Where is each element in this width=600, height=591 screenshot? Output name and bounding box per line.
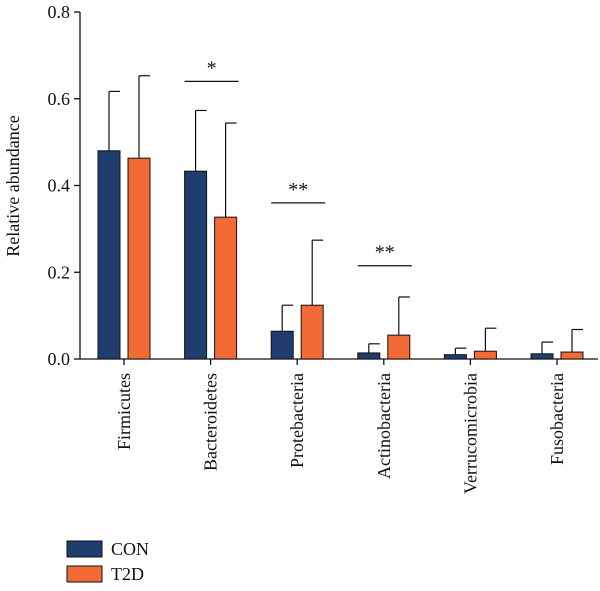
bar-t2d	[560, 351, 584, 360]
y-tick-label: 0.6	[48, 89, 71, 109]
bar-con	[443, 354, 467, 360]
y-tick-label: 0.2	[48, 262, 71, 282]
significance-label: *	[207, 57, 217, 79]
bar-t2d	[214, 216, 238, 360]
legend-swatch-con	[66, 540, 103, 558]
y-tick-label: 0.4	[48, 176, 71, 196]
bar-con	[97, 150, 121, 360]
bar-con	[270, 330, 294, 360]
x-tick-label: Protebacteria	[287, 373, 307, 468]
x-axis: Firmicutes Bacteroidetes Protebacteria Acti…	[80, 358, 598, 494]
bar-t2d	[387, 334, 411, 360]
y-tick-label: 0.8	[48, 2, 71, 22]
significance-label: **	[288, 179, 308, 201]
legend-swatch-t2d	[66, 565, 103, 583]
significance-label: **	[375, 242, 395, 264]
bar-t2d	[473, 350, 497, 360]
legend-label-t2d: T2D	[111, 564, 144, 584]
bar-t2d	[127, 157, 151, 360]
bar-con	[184, 170, 208, 360]
x-tick-label: Actinobacteria	[374, 373, 394, 479]
significance-annotations: *****	[184, 57, 412, 267]
x-tick-label: Verrucomicrobia	[460, 373, 480, 494]
x-tick-label: Firmicutes	[114, 373, 134, 450]
y-tick-label: 0.0	[48, 349, 71, 369]
bar-con	[530, 353, 554, 360]
legend: CON T2D	[66, 539, 149, 584]
x-tick-label: Fusobacteria	[547, 373, 567, 465]
legend-label-con: CON	[111, 539, 149, 559]
x-tick-label: Bacteroidetes	[201, 373, 221, 471]
bar-con	[357, 352, 381, 360]
bar-series	[97, 150, 584, 360]
y-axis-label: Relative abundance	[3, 115, 23, 256]
bar-t2d	[300, 304, 324, 360]
y-axis: 0.0 0.2 0.4 0.6 0.8	[48, 2, 81, 369]
error-bars	[108, 75, 583, 355]
